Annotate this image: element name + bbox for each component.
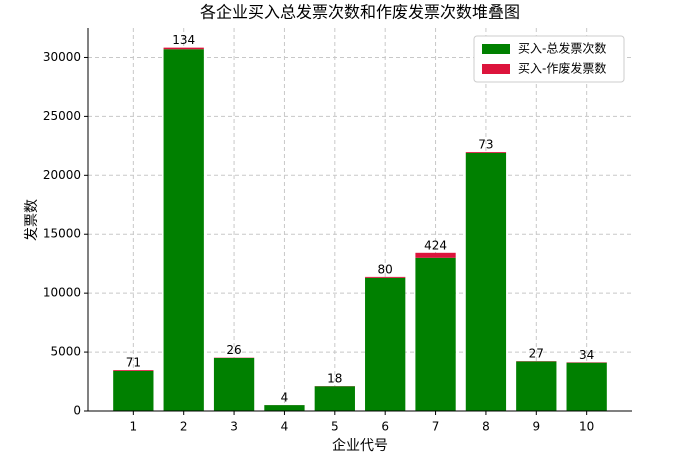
y-axis-label: 发票数 xyxy=(24,199,40,241)
bar-segment xyxy=(466,152,506,153)
x-tick-label: 4 xyxy=(281,420,289,434)
x-axis-label: 企业代号 xyxy=(332,437,388,454)
chart-title: 各企业买入总发票次数和作废发票次数堆叠图 xyxy=(200,3,520,22)
bar-segment xyxy=(315,386,355,411)
legend-label: 买入-总发票次数 xyxy=(518,41,606,56)
x-tick-label: 2 xyxy=(180,420,188,434)
bar-segment xyxy=(164,48,204,50)
data-label: 26 xyxy=(226,343,241,357)
y-tick-label: 10000 xyxy=(43,286,81,300)
legend-label: 买入-作废发票数 xyxy=(518,61,606,76)
bar-segment xyxy=(516,362,556,411)
bar-segment xyxy=(415,258,455,411)
data-label: 71 xyxy=(126,356,141,370)
bar-segment xyxy=(415,253,455,258)
legend-swatch xyxy=(482,64,510,74)
y-tick-label: 30000 xyxy=(43,50,81,64)
y-tick-label: 20000 xyxy=(43,168,81,182)
x-tick-label: 10 xyxy=(579,420,594,434)
data-label: 134 xyxy=(172,33,195,47)
x-tick-label: 8 xyxy=(482,420,490,434)
y-tick-label: 0 xyxy=(73,404,81,418)
legend-swatch xyxy=(482,44,510,54)
bar-segment xyxy=(365,278,405,411)
y-tick-label: 5000 xyxy=(50,345,81,359)
data-label: 27 xyxy=(529,347,544,361)
bar-segment xyxy=(113,370,153,371)
x-tick-label: 6 xyxy=(381,420,389,434)
y-tick-label: 25000 xyxy=(43,109,81,123)
x-tick-label: 7 xyxy=(432,420,440,434)
x-tick-label: 9 xyxy=(532,420,540,434)
x-tick-label: 5 xyxy=(331,420,339,434)
bar-segment xyxy=(264,405,304,411)
bar-segment xyxy=(567,363,607,411)
x-tick-label: 3 xyxy=(230,420,238,434)
data-label: 4 xyxy=(281,391,289,405)
y-tick-label: 15000 xyxy=(43,227,81,241)
bar-segment xyxy=(365,277,405,278)
bar-segment xyxy=(466,153,506,411)
data-label: 424 xyxy=(424,238,447,252)
x-tick-label: 1 xyxy=(130,420,138,434)
data-label: 80 xyxy=(378,262,393,276)
data-label: 73 xyxy=(478,138,493,152)
bar-segment xyxy=(164,49,204,411)
bar-segment xyxy=(113,371,153,411)
data-label: 18 xyxy=(327,372,342,386)
data-label: 34 xyxy=(579,348,594,362)
bar-segment xyxy=(214,358,254,411)
